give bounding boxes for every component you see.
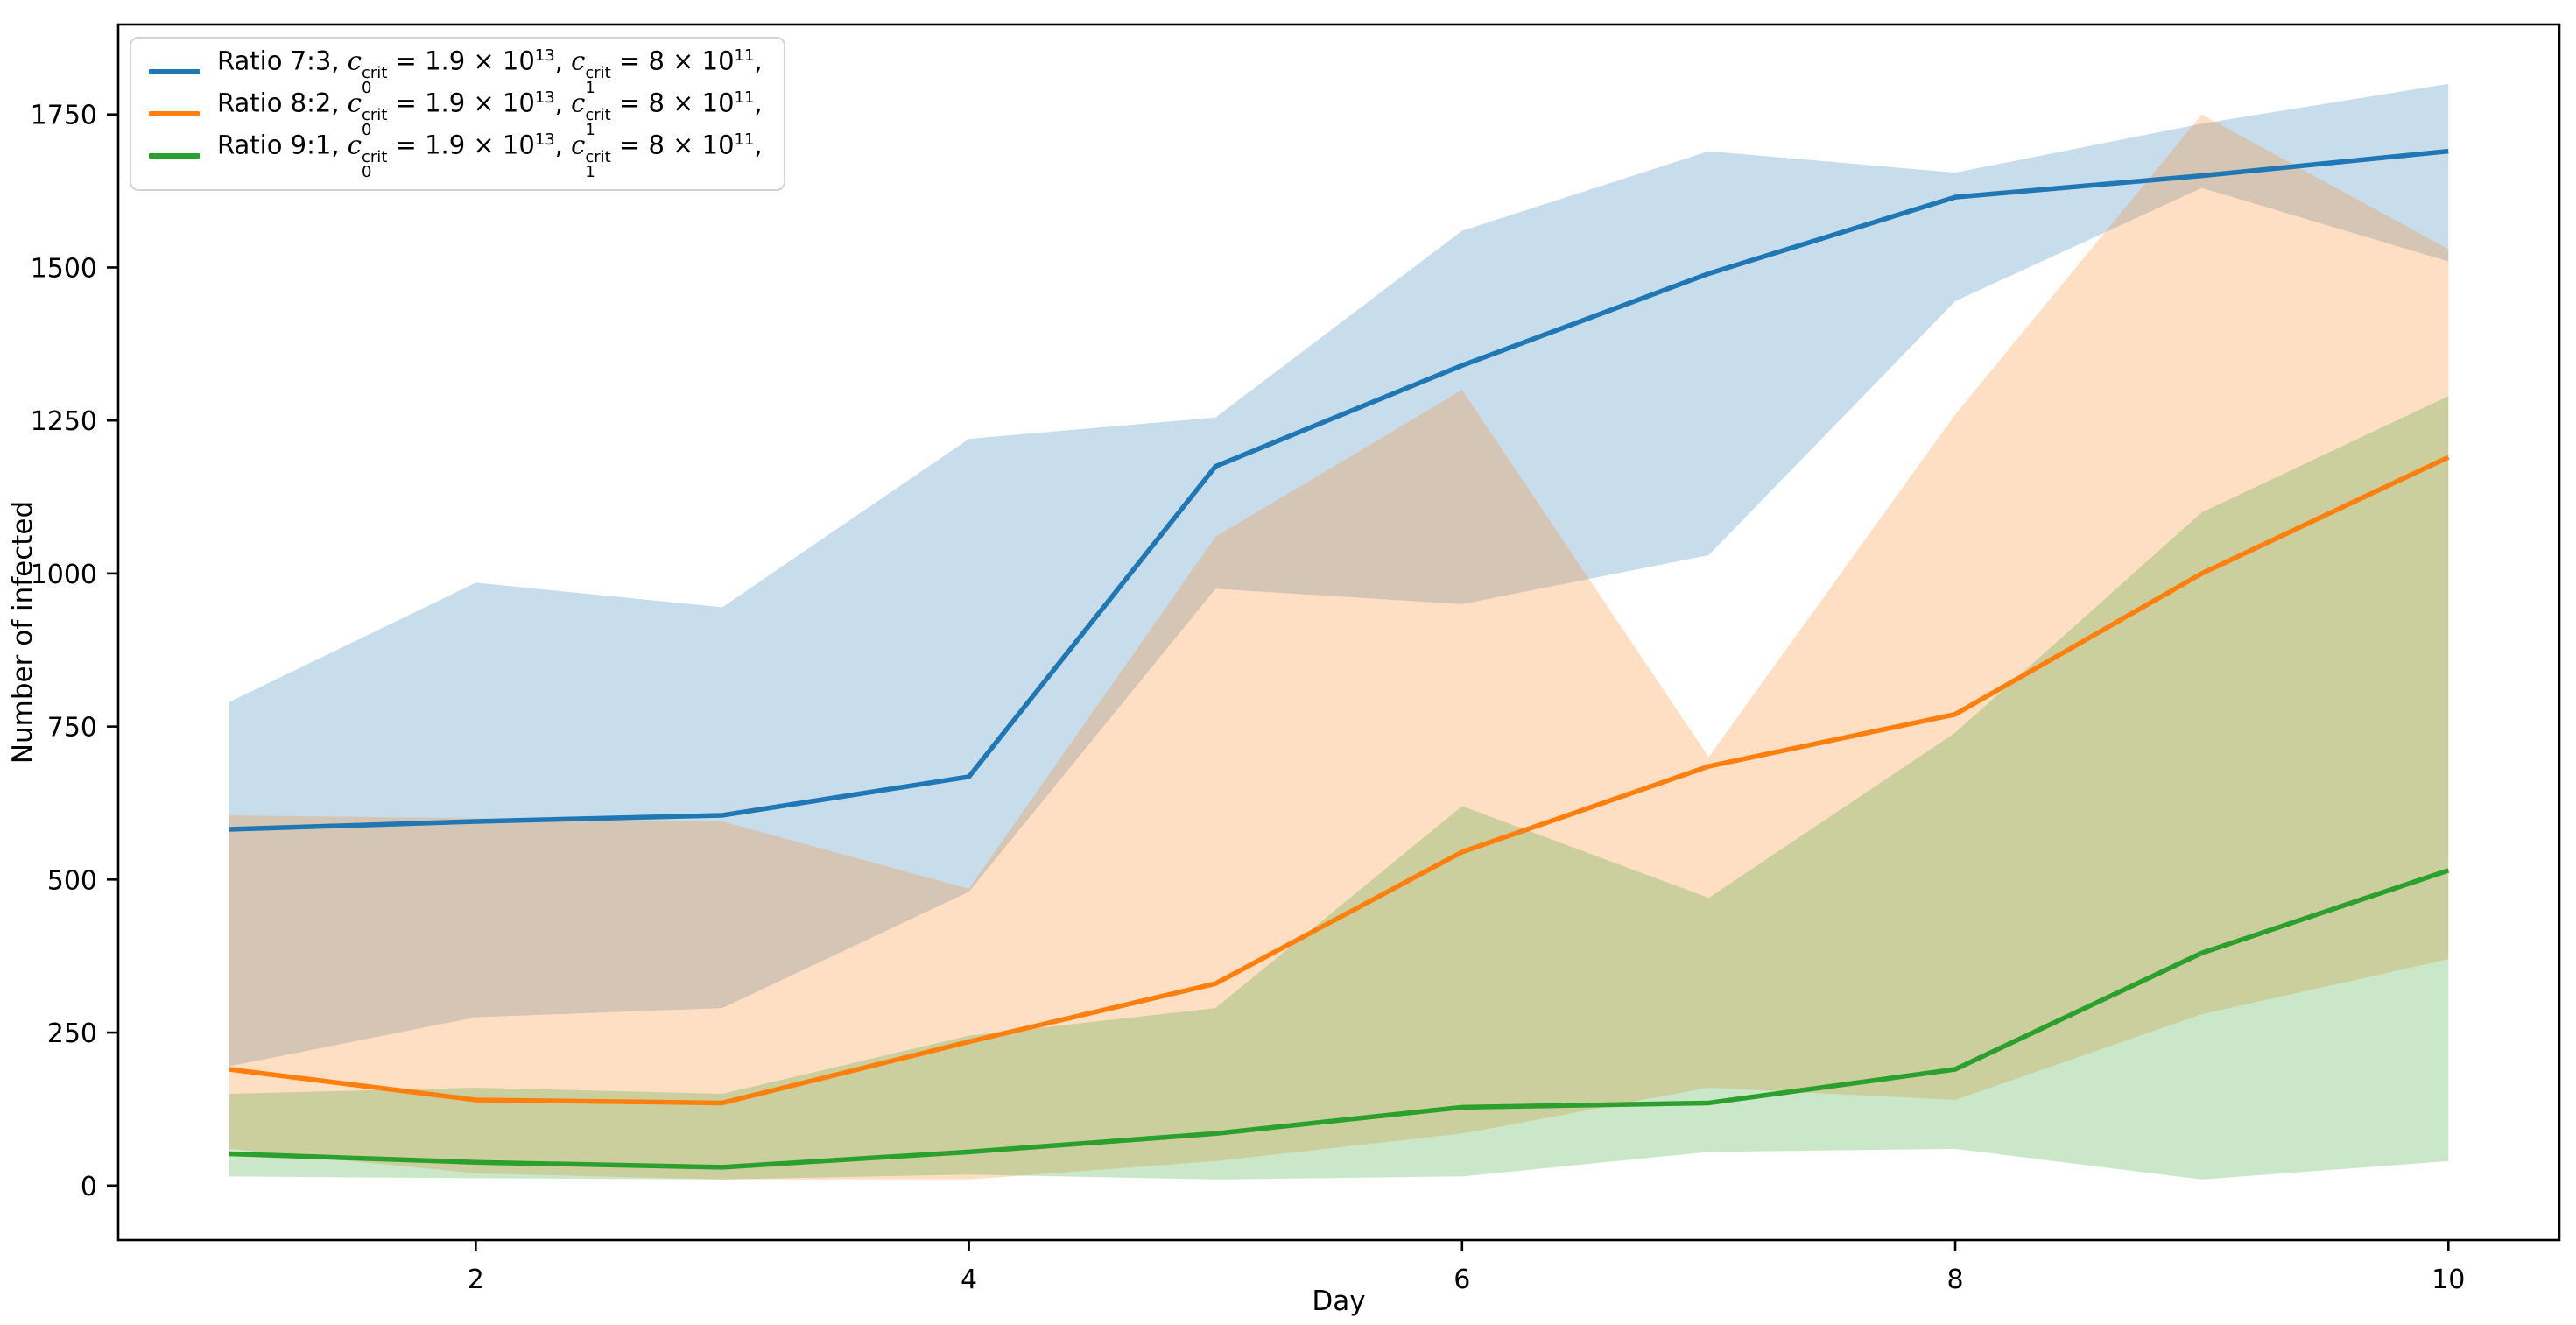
axes-frame (116, 23, 2561, 1242)
x-axis-label: Day (1312, 1286, 1365, 1317)
y-tick-label: 1750 (31, 101, 97, 131)
x-tick-label: 2 (468, 1265, 484, 1295)
legend-line-sample (149, 69, 200, 74)
legend: Ratio 7:3, c crit 0 = 1.9 × 1013, c crit 1 =… (130, 37, 785, 191)
line-ratio-7-3 (229, 148, 2449, 832)
x-tick-label: 4 (961, 1265, 977, 1295)
y-tick-label: 750 (47, 713, 97, 744)
legend-entry: Ratio 7:3, c crit 0 = 1.9 × 1013, c crit 1 =… (149, 46, 763, 97)
band-ratio-8-2 (229, 114, 2449, 1180)
y-tick-label: 0 (81, 1172, 97, 1202)
legend-label: Ratio 7:3, c crit 0 = 1.9 × 1013, c crit 1 =… (217, 46, 763, 97)
y-tick-label: 1250 (31, 406, 97, 437)
legend-label: Ratio 8:2, c crit 0 = 1.9 × 1013, c crit 1 =… (217, 88, 763, 139)
y-axis-label: Number of infected (7, 501, 39, 764)
band-ratio-7-3 (229, 83, 2449, 1067)
y-tick-label: 1500 (31, 253, 97, 284)
legend-label: Ratio 9:1, c crit 0 = 1.9 × 1013, c crit 1 =… (217, 130, 763, 181)
y-tick-label: 250 (47, 1018, 97, 1049)
band-ratio-9-1 (229, 396, 2449, 1180)
legend-line-sample (149, 111, 200, 116)
legend-entry: Ratio 9:1, c crit 0 = 1.9 × 1013, c crit 1 =… (149, 130, 763, 181)
y-tick-label: 500 (47, 865, 97, 896)
x-tick-label: 8 (1946, 1265, 1963, 1295)
legend-entry: Ratio 8:2, c crit 0 = 1.9 × 1013, c crit 1 =… (149, 88, 763, 139)
x-tick-label: 10 (2432, 1265, 2465, 1295)
y-tick-label: 1000 (31, 560, 97, 590)
line-ratio-8-2 (229, 455, 2450, 1106)
line-ratio-9-1 (229, 868, 2450, 1170)
legend-line-sample (149, 153, 200, 159)
x-tick-label: 6 (1453, 1265, 1470, 1295)
